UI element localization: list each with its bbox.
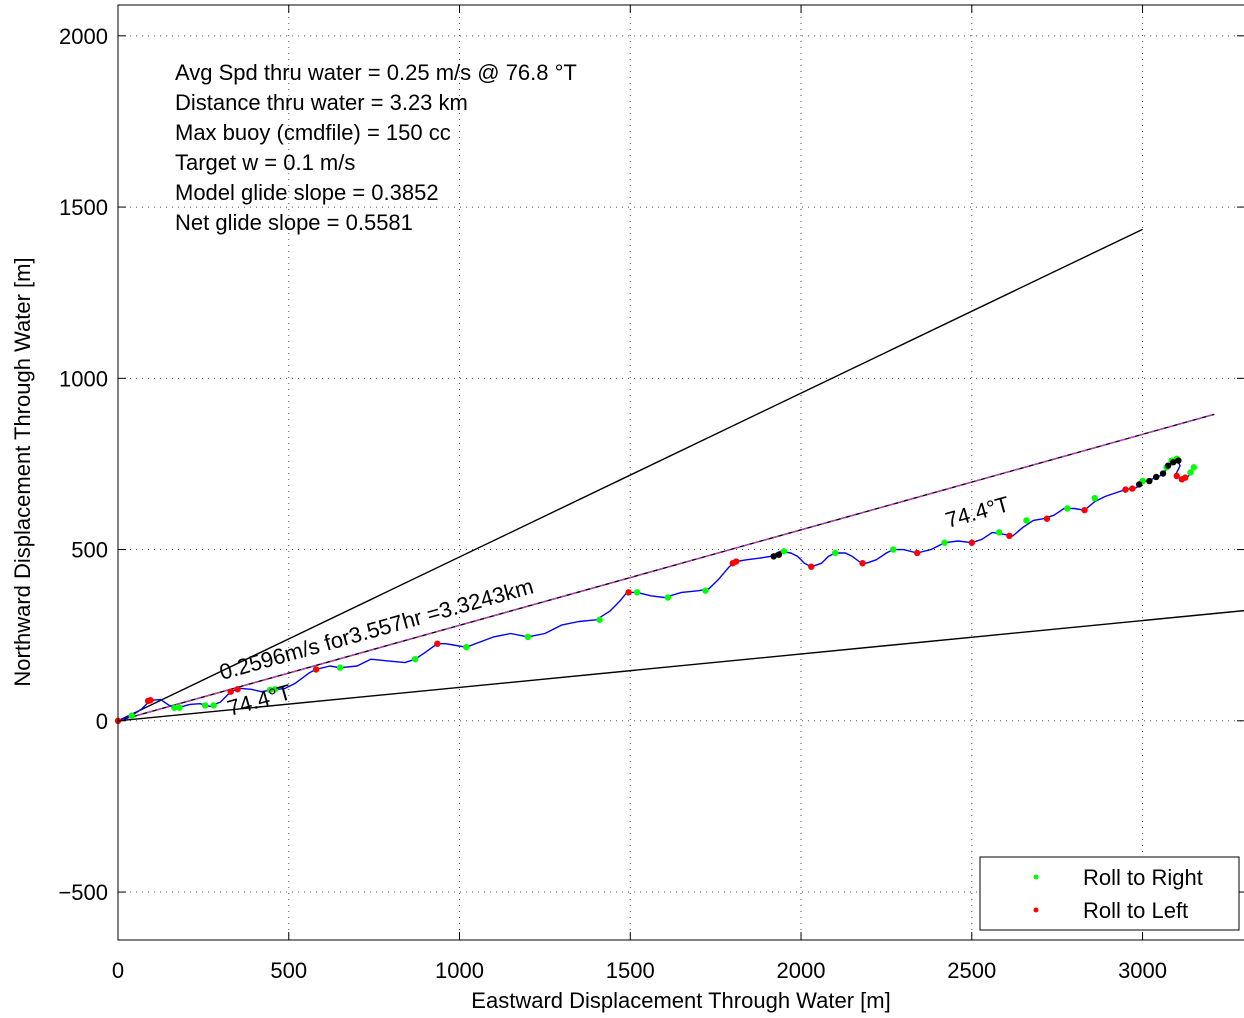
legend-marker-left — [1033, 907, 1039, 913]
info-line-3: Target w = 0.1 m/s — [175, 150, 355, 175]
roll-marker-green — [702, 587, 709, 594]
info-line-1: Distance thru water = 3.23 km — [175, 90, 468, 115]
x-tick-label: 1000 — [435, 958, 484, 983]
y-tick-label: 500 — [71, 538, 108, 563]
roll-marker-green — [1064, 505, 1071, 512]
roll-marker-red — [968, 539, 975, 546]
legend-label-roll-left: Roll to Left — [1083, 898, 1188, 923]
roll-marker-red — [1006, 532, 1013, 540]
roll-marker-green — [780, 548, 788, 555]
roll-marker-red — [1173, 472, 1180, 480]
info-box: Avg Spd thru water = 0.25 m/s @ 76.8 °T … — [175, 60, 577, 235]
roll-marker-red — [1122, 486, 1129, 493]
roll-marker-green — [463, 643, 470, 651]
info-line-2: Max buoy (cmdfile) = 150 cc — [175, 120, 451, 145]
roll-marker-red — [1043, 515, 1051, 522]
y-tick-label: 0 — [96, 709, 108, 734]
reference-line — [117, 609, 1244, 722]
reference-line — [117, 228, 1143, 722]
roll-marker-black — [1146, 477, 1153, 485]
roll-marker-green — [1190, 464, 1197, 471]
roll-marker-red — [312, 666, 320, 673]
roll-markers — [114, 455, 1197, 725]
roll-marker-green — [128, 712, 135, 719]
x-tick-label: 3000 — [1118, 958, 1167, 983]
roll-marker-black — [1175, 457, 1182, 464]
roll-marker-red — [434, 640, 441, 647]
info-line-4: Model glide slope = 0.3852 — [175, 180, 439, 205]
x-tick-label: 2000 — [777, 958, 826, 983]
roll-marker-green — [1187, 469, 1194, 476]
roll-marker-black — [775, 551, 783, 558]
y-tick-label: 1000 — [59, 366, 108, 391]
roll-marker-red — [1129, 485, 1136, 492]
roll-marker-red — [1182, 474, 1189, 481]
roll-marker-red — [625, 589, 632, 596]
x-axis-label: Eastward Displacement Through Water [m] — [471, 988, 890, 1013]
roll-marker-red — [808, 563, 815, 570]
legend-box — [979, 856, 1240, 931]
roll-marker-green — [890, 546, 897, 553]
roll-marker-green — [266, 686, 274, 694]
info-line-5: Net glide slope = 0.5581 — [175, 210, 413, 235]
y-tick-label: −500 — [58, 880, 108, 905]
x-tick-label: 1500 — [606, 958, 655, 983]
roll-marker-red — [227, 688, 234, 695]
reference-line — [117, 413, 1215, 722]
roll-marker-red — [234, 686, 241, 693]
roll-marker-black — [1159, 470, 1167, 477]
roll-marker-green — [524, 633, 532, 641]
x-tick-label: 0 — [112, 958, 124, 983]
reference-lines — [117, 228, 1244, 722]
roll-marker-green — [411, 655, 419, 663]
roll-marker-green — [1091, 494, 1098, 502]
roll-marker-green — [831, 549, 839, 557]
roll-marker-red — [913, 549, 921, 557]
legend: Roll to Right Roll to Left — [979, 856, 1240, 931]
roll-marker-green — [336, 664, 344, 671]
plot-frame — [117, 4, 1244, 941]
y-axis-label: Northward Displacement Through Water [m] — [10, 257, 35, 686]
axis-ticks: 0 500 1000 1500 2000 2500 3000 −500 0 500 1000 1500… — [58, 5, 1244, 983]
roll-marker-black — [1170, 459, 1177, 466]
roll-marker-black — [770, 553, 777, 560]
roll-marker-green — [1023, 517, 1030, 524]
roll-marker-green — [201, 702, 209, 709]
roll-marker-black — [1164, 462, 1172, 469]
y-tick-label: 2000 — [59, 24, 108, 49]
roll-marker-green — [664, 594, 672, 601]
roll-marker-black — [1153, 473, 1160, 481]
roll-marker-red — [1081, 506, 1088, 514]
roll-marker-green — [941, 539, 948, 546]
y-tick-label: 1500 — [59, 195, 108, 220]
roll-marker-green — [633, 589, 641, 596]
roll-marker-green — [171, 704, 178, 711]
roll-marker-red — [859, 560, 866, 567]
x-tick-label: 500 — [270, 958, 307, 983]
roll-marker-red — [732, 558, 740, 565]
roll-marker-green — [210, 702, 217, 709]
info-line-0: Avg Spd thru water = 0.25 m/s @ 76.8 °T — [175, 60, 577, 85]
roll-marker-green — [271, 686, 279, 693]
legend-marker-right — [1033, 874, 1039, 880]
roll-marker-black — [1135, 481, 1143, 488]
roll-marker-green — [596, 616, 603, 623]
roll-marker-green — [995, 529, 1003, 536]
x-tick-label: 2500 — [947, 958, 996, 983]
roll-marker-red — [147, 697, 154, 704]
roll-marker-green — [176, 704, 183, 711]
legend-label-roll-right: Roll to Right — [1083, 865, 1203, 890]
